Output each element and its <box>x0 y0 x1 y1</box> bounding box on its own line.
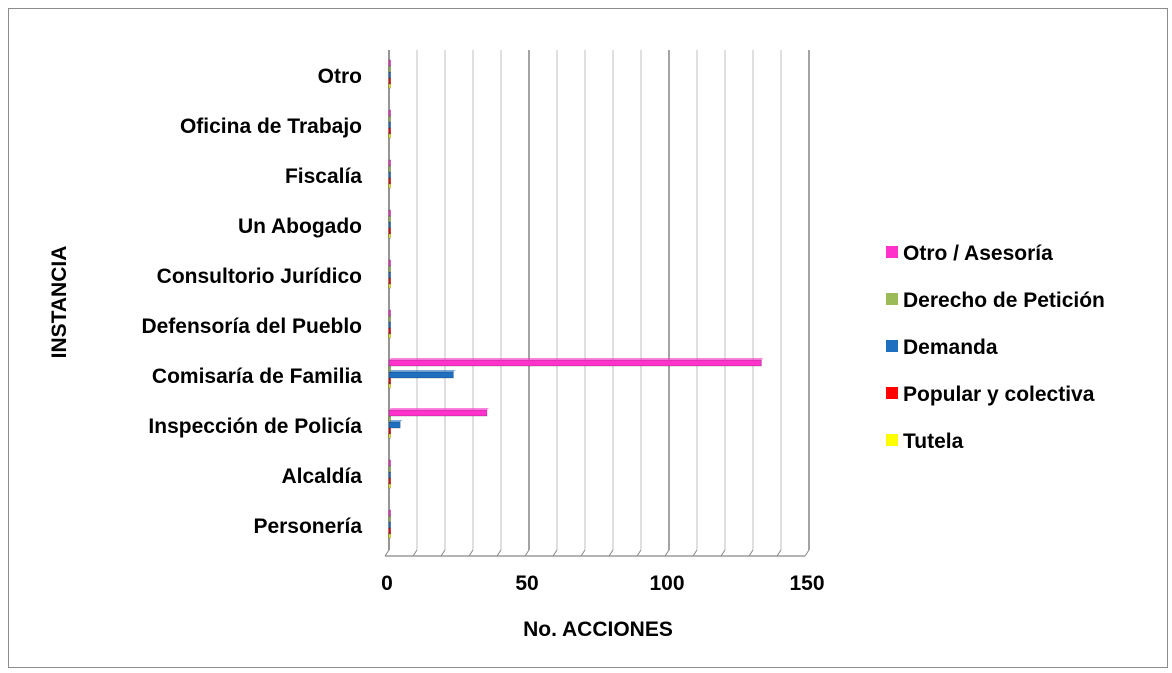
bar-popular-y-colectiva-inspeccion-de-policia <box>388 427 391 435</box>
legend-item-popular-y-colectiva: Popular y colectiva <box>886 383 1095 406</box>
x-tick-label-0: 0 <box>381 572 393 595</box>
bar-otro-asesoria-un-abogado <box>388 209 391 217</box>
bar-derecho-de-peticion-oficina-de-trabajo <box>388 115 391 123</box>
grid-line-depth <box>496 549 502 557</box>
grid-line-depth <box>776 549 782 557</box>
x-axis-title: No. ACCIONES <box>523 618 673 641</box>
bar-demanda-consultorio-juridico <box>388 271 391 279</box>
grid-line-depth <box>412 549 418 557</box>
x-tick-labels: 0 50 100 150 <box>381 572 824 595</box>
category-label-fiscalia: Fiscalía <box>285 165 362 188</box>
grid-line-depth <box>384 549 390 557</box>
bar-otro-asesoria-comisaria-de-familia <box>388 359 762 367</box>
bar-otro-asesoria-fiscalia <box>388 159 391 167</box>
legend-label: Popular y colectiva <box>903 383 1095 406</box>
bar-top-demanda-inspeccion-de-policia <box>389 420 403 422</box>
bar-popular-y-colectiva-fiscalia <box>388 177 391 185</box>
legend-label: Otro / Asesoría <box>903 242 1053 265</box>
bar-derecho-de-peticion-consultorio-juridico <box>388 265 391 273</box>
grid-line-depth <box>692 549 698 557</box>
legend-item-otro-asesoria: Otro / Asesoría <box>886 242 1053 265</box>
x-tick-label-100: 100 <box>649 572 684 595</box>
category-label-oficina-de-trabajo: Oficina de Trabajo <box>180 115 362 138</box>
grid-line-depth <box>440 549 446 557</box>
bar-demanda-inspeccion-de-policia <box>388 421 401 429</box>
bar-otro-asesoria-defensoria-del-pueblo <box>388 309 391 317</box>
grid-line-depth <box>608 549 614 557</box>
category-label-otro: Otro <box>318 65 362 88</box>
bar-popular-y-colectiva-oficina-de-trabajo <box>388 127 391 135</box>
grid-line-depth <box>636 549 642 557</box>
category-label-consultorio-juridico: Consultorio Jurídico <box>157 265 362 288</box>
bar-popular-y-colectiva-consultorio-juridico <box>388 277 391 285</box>
bar-derecho-de-peticion-fiscalia <box>388 165 391 173</box>
bar-demanda-fiscalia <box>388 171 391 179</box>
category-label-comisaria-de-familia: Comisaría de Familia <box>152 365 362 388</box>
bar-popular-y-colectiva-defensoria-del-pueblo <box>388 327 391 335</box>
bar-derecho-de-peticion-defensoria-del-pueblo <box>388 315 391 323</box>
legend-item-tutela: Tutela <box>886 430 964 453</box>
grid-line-depth <box>748 549 754 557</box>
bar-demanda-otro <box>388 71 391 79</box>
legend-swatch <box>886 340 898 352</box>
grid-line-depth <box>580 549 586 557</box>
category-label-alcaldia: Alcaldía <box>281 465 362 488</box>
bar-derecho-de-peticion-comisaria-de-familia <box>388 365 391 373</box>
legend-swatch <box>886 387 898 399</box>
grid-line-depth <box>664 549 670 557</box>
bar-demanda-oficina-de-trabajo <box>388 121 391 129</box>
bar-otro-asesoria-alcaldia <box>388 459 391 467</box>
bar-top-otro-asesoria-inspeccion-de-policia <box>389 408 489 410</box>
bar-popular-y-colectiva-alcaldia <box>388 477 391 485</box>
grid-line-depth <box>804 549 810 557</box>
legend-item-derecho-de-peticion: Derecho de Petición <box>886 289 1105 312</box>
bar-otro-asesoria-consultorio-juridico <box>388 259 391 267</box>
x-tick-label-50: 50 <box>515 572 538 595</box>
legend-label: Derecho de Petición <box>903 289 1105 312</box>
legend-label: Demanda <box>903 336 998 359</box>
category-label-personeria: Personería <box>253 515 362 538</box>
bar-popular-y-colectiva-un-abogado <box>388 227 391 235</box>
legend-label: Tutela <box>903 430 964 453</box>
x-tick-label-150: 150 <box>789 572 824 595</box>
category-label-un-abogado: Un Abogado <box>238 215 362 238</box>
bar-derecho-de-peticion-un-abogado <box>388 215 391 223</box>
bar-demanda-personeria <box>388 521 391 529</box>
bar-derecho-de-peticion-inspeccion-de-policia <box>388 415 391 423</box>
legend: Otro / Asesoría Derecho de Petición Demand… <box>886 242 1105 453</box>
bar-popular-y-colectiva-comisaria-de-familia <box>388 377 391 385</box>
category-label-defensoria-del-pueblo: Defensoría del Pueblo <box>141 315 362 338</box>
bar-demanda-un-abogado <box>388 221 391 229</box>
legend-swatch <box>886 434 898 446</box>
bar-demanda-defensoria-del-pueblo <box>388 321 391 329</box>
grid-line-depth <box>552 549 558 557</box>
bar-popular-y-colectiva-personeria <box>388 527 391 535</box>
bar-demanda-alcaldia <box>388 471 391 479</box>
legend-item-demanda: Demanda <box>886 336 998 359</box>
grid-line-depth <box>524 549 530 557</box>
bar-derecho-de-peticion-personeria <box>388 515 391 523</box>
bar-popular-y-colectiva-otro <box>388 77 391 85</box>
grid-line-depth <box>468 549 474 557</box>
bars <box>388 59 764 539</box>
bar-top-demanda-comisaria-de-familia <box>389 370 456 372</box>
category-labels: Personería Alcaldía Inspección de Policía C… <box>141 65 362 538</box>
chart-frame <box>8 8 1168 668</box>
category-label-inspeccion-de-policia: Inspección de Policía <box>148 415 362 438</box>
y-axis-title: INSTANCIA <box>48 246 71 359</box>
grid-lines <box>384 50 810 557</box>
bar-otro-asesoria-personeria <box>388 509 391 517</box>
bar-derecho-de-peticion-alcaldia <box>388 465 391 473</box>
legend-swatch <box>886 293 898 305</box>
bar-otro-asesoria-oficina-de-trabajo <box>388 109 391 117</box>
legend-swatch <box>886 246 898 258</box>
grid-line-depth <box>720 549 726 557</box>
bar-demanda-comisaria-de-familia <box>388 371 454 379</box>
bar-otro-asesoria-inspeccion-de-policia <box>388 409 488 417</box>
bar-otro-asesoria-otro <box>388 59 391 67</box>
bar-derecho-de-peticion-otro <box>388 65 391 73</box>
bar-top-otro-asesoria-comisaria-de-familia <box>389 358 764 360</box>
